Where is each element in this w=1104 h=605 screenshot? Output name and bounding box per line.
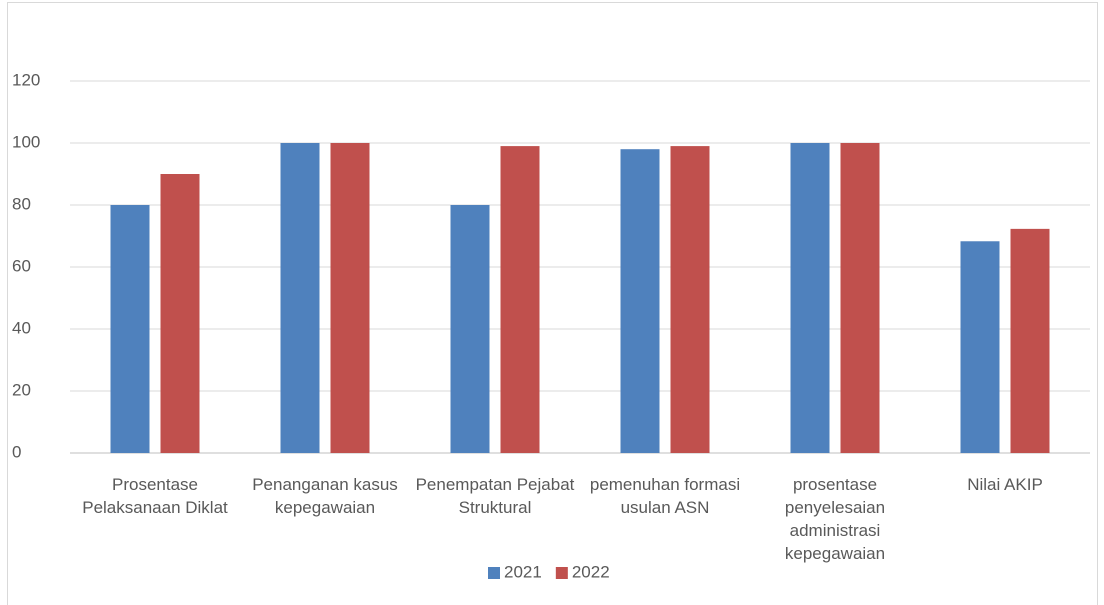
x-tick-label: Penanganan kasus kepegawaian (252, 475, 398, 517)
bar (500, 146, 540, 453)
bar (840, 143, 880, 453)
chart-border (7, 2, 1098, 605)
bar (1010, 228, 1050, 453)
bar (790, 143, 830, 453)
y-tick-label: 80 (12, 194, 31, 213)
y-tick-label: 60 (12, 256, 31, 275)
y-tick-label: 0 (12, 442, 21, 461)
legend-label: 2022 (572, 562, 610, 581)
bar (620, 149, 660, 453)
y-tick-label: 40 (12, 318, 31, 337)
bar (670, 146, 710, 453)
x-tick-label: Penempatan Pejabat Struktural (415, 475, 575, 517)
legend-swatch (555, 567, 568, 579)
x-tick-label: Nilai AKIP (967, 475, 1043, 494)
y-tick-label: 120 (12, 70, 40, 89)
bar (280, 143, 320, 453)
y-tick-label: 100 (12, 132, 40, 151)
bar (160, 174, 200, 453)
legend-label: 2021 (504, 562, 542, 581)
bar (110, 205, 150, 453)
x-tick-label: Prosentase Pelaksanaan Diklat (82, 475, 228, 517)
bar (450, 205, 490, 453)
y-tick-label: 20 (12, 380, 31, 399)
legend-swatch (488, 567, 500, 579)
x-tick-label: pemenuhan formasi usulan ASN (589, 475, 741, 517)
x-tick-label: prosentase penyelesaian administrasi kep… (784, 475, 886, 563)
bar (960, 241, 1000, 453)
bar (330, 143, 370, 453)
